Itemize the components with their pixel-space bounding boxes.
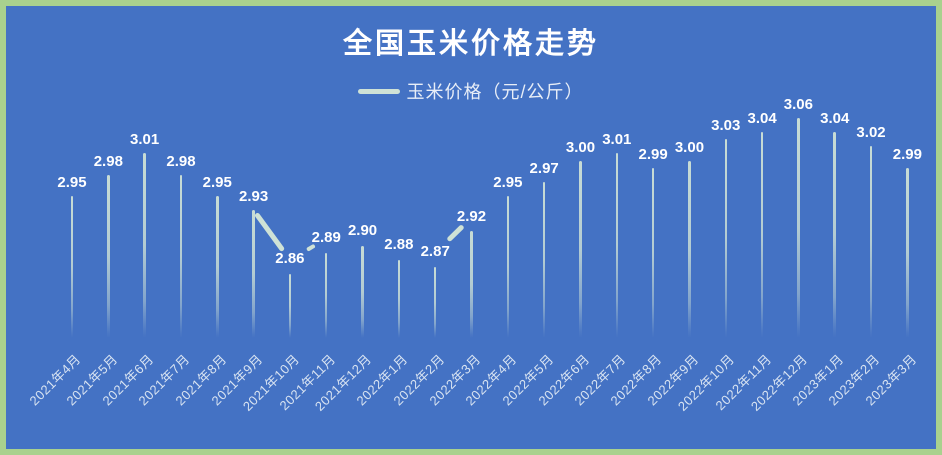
- data-point-label: 3.00: [674, 138, 705, 156]
- data-point-label: 2.86: [275, 250, 305, 268]
- data-point-label: 2.97: [529, 159, 559, 177]
- data-point-label: 3.01: [602, 131, 632, 149]
- drop-line: [833, 132, 836, 338]
- data-point-label: 2.99: [638, 145, 668, 163]
- data-point-label: 2.87: [420, 243, 450, 261]
- drop-line: [143, 153, 146, 338]
- legend-series-label: 玉米价格（元/公斤）: [406, 82, 584, 102]
- drop-line: [579, 160, 582, 338]
- drop-line: [179, 174, 183, 338]
- drop-line: [324, 252, 328, 338]
- data-point-label: 3.00: [565, 138, 596, 156]
- drop-line: [869, 146, 873, 338]
- data-point-label: 2.95: [202, 174, 232, 191]
- data-point-label: 2.89: [311, 229, 341, 247]
- data-point-label: 3.04: [747, 110, 777, 128]
- drop-line: [252, 210, 255, 338]
- series-connector-segment: [253, 211, 285, 252]
- data-point-label: 3.04: [820, 110, 850, 128]
- data-point-label: 2.90: [347, 222, 378, 239]
- series-connector-segment: [446, 223, 466, 242]
- drop-line: [361, 245, 364, 338]
- data-point-label: 3.01: [130, 131, 160, 149]
- drop-line: [216, 196, 219, 338]
- drop-line: [651, 167, 655, 338]
- drop-line: [288, 273, 292, 338]
- drop-line: [470, 231, 473, 338]
- drop-line: [615, 153, 619, 338]
- data-point-label: 2.93: [238, 188, 269, 206]
- drop-line: [542, 181, 546, 338]
- data-point-label: 2.95: [57, 174, 87, 191]
- data-point-label: 2.95: [493, 174, 523, 191]
- drop-line: [906, 167, 909, 338]
- legend: 玉米价格（元/公斤）: [6, 80, 936, 102]
- drop-line: [760, 132, 764, 338]
- data-point-label: 2.92: [456, 207, 487, 225]
- drop-line: [688, 160, 691, 338]
- data-point-label: 3.02: [856, 124, 886, 142]
- drop-line: [70, 196, 74, 338]
- drop-line: [107, 174, 110, 338]
- drop-line: [797, 117, 800, 338]
- data-point-label: 2.88: [384, 236, 414, 254]
- legend-line-swatch-icon: [358, 88, 401, 94]
- data-point-label: 3.03: [711, 117, 741, 135]
- data-point-label: 3.06: [783, 95, 813, 113]
- drop-line: [506, 196, 510, 338]
- plot-area: 2.95 2021年4月 2.98 2021年5月 3.01 2021年6月 2.98 202…: [6, 6, 936, 449]
- data-point-label: 2.99: [892, 145, 922, 163]
- data-point-label: 2.98: [166, 152, 196, 170]
- drop-line: [397, 259, 401, 338]
- data-point-label: 2.98: [93, 152, 123, 170]
- chart-title: 全国玉米价格走势: [342, 28, 599, 60]
- drop-line: [433, 266, 437, 338]
- drop-line: [724, 139, 727, 338]
